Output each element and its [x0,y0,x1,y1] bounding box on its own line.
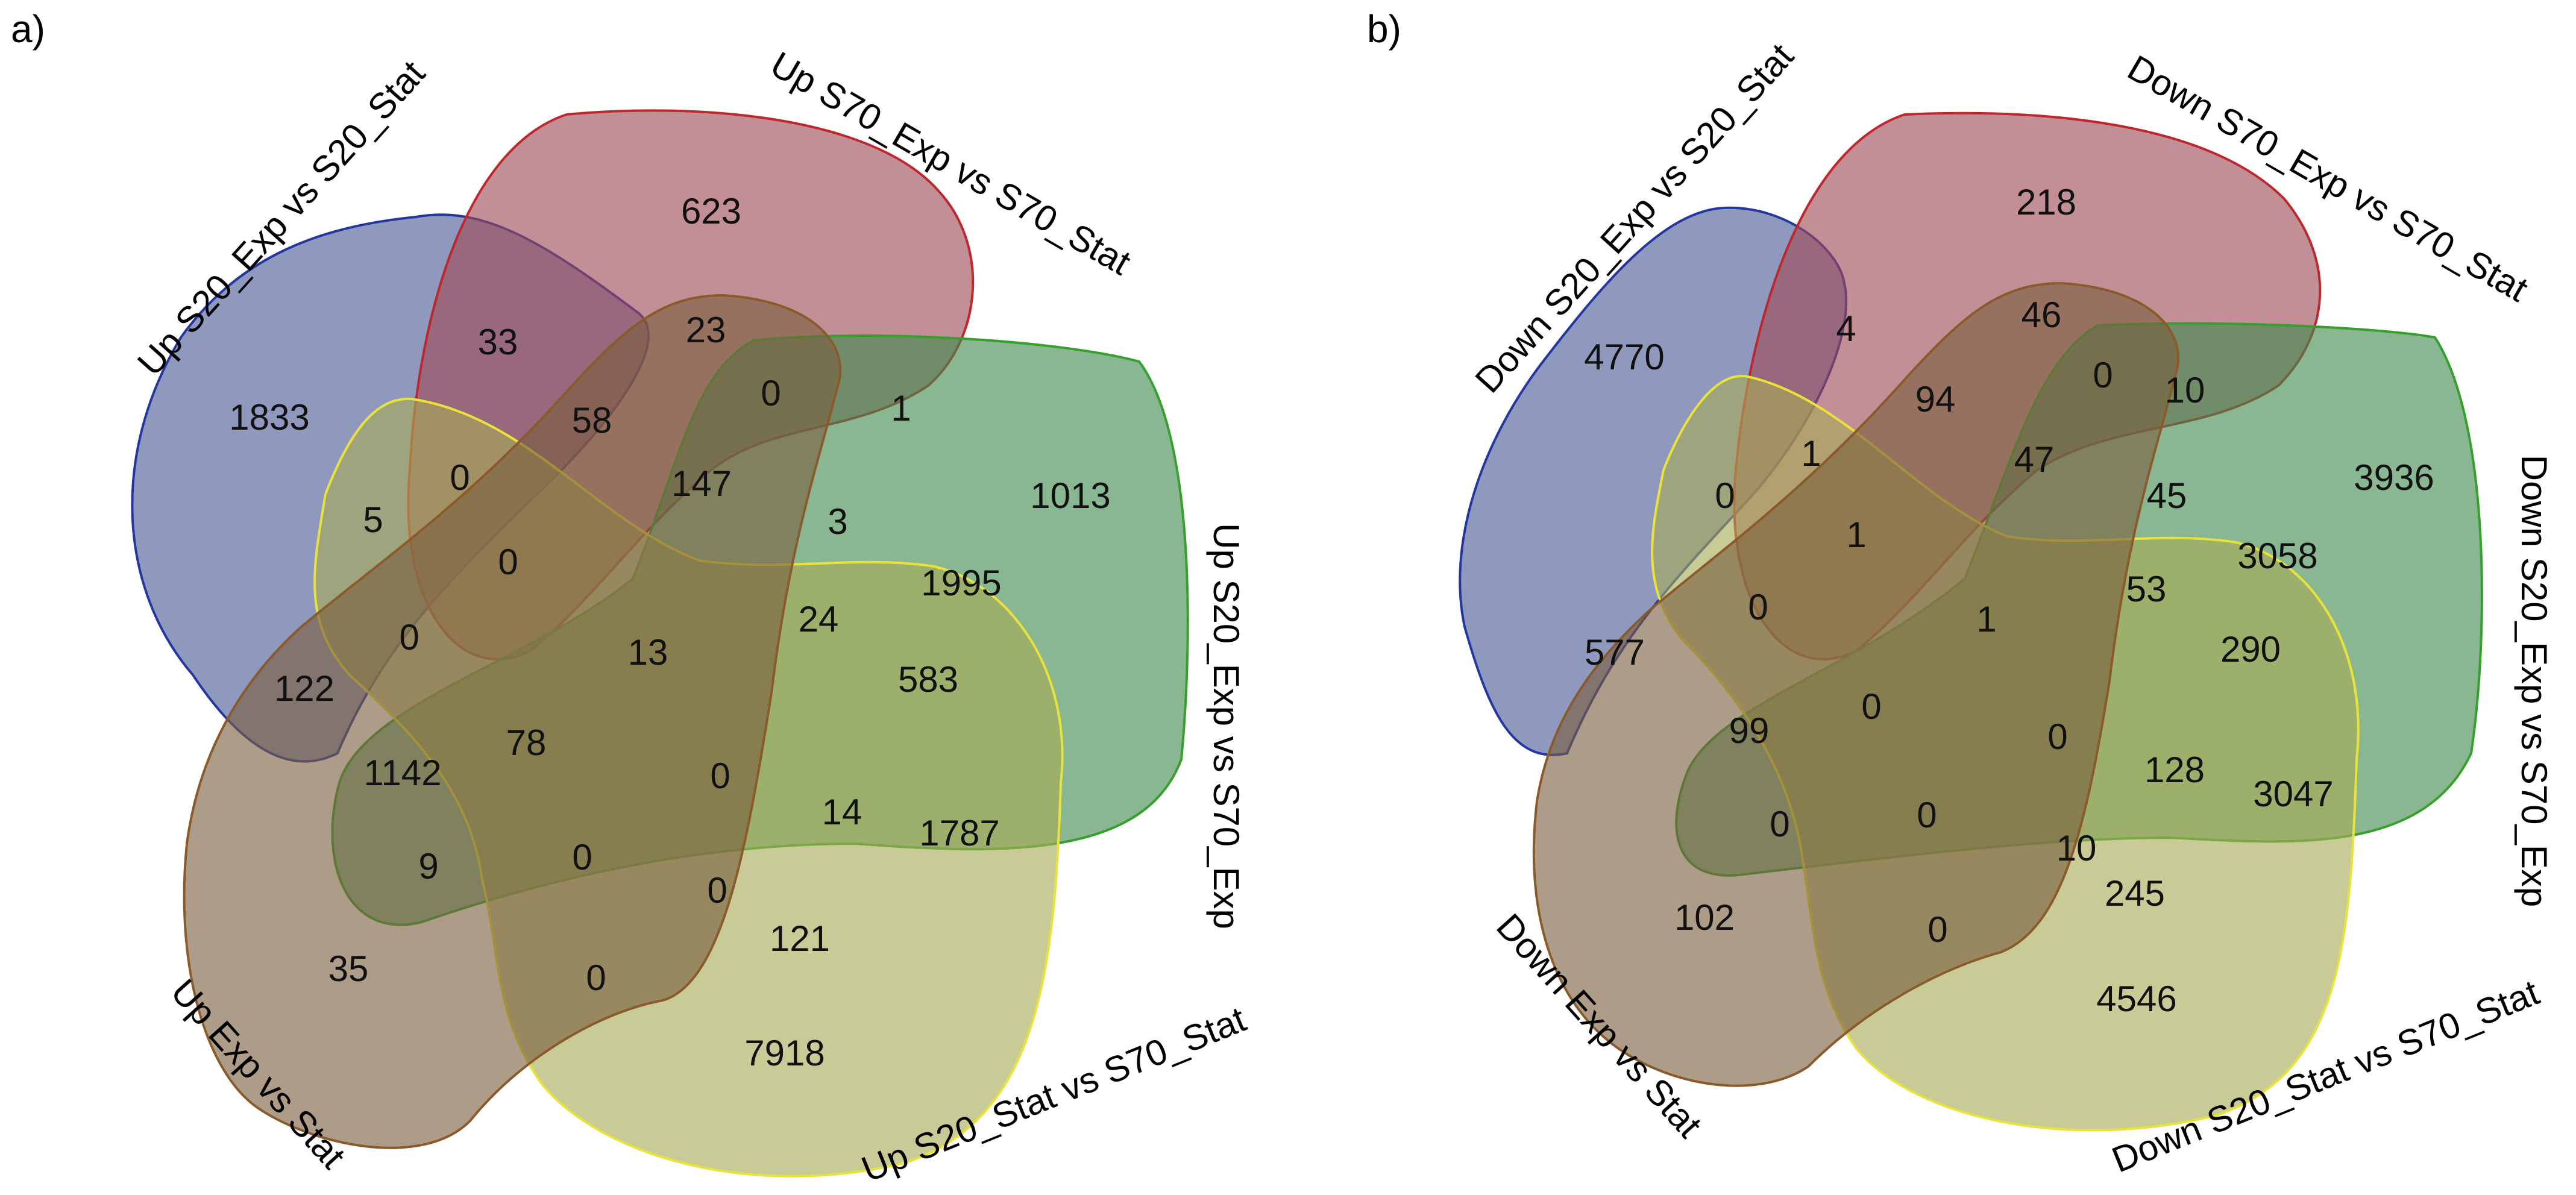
count-b-6: 10 [2165,370,2205,410]
set-blob-b-brown [1533,281,2180,1087]
count-b-13: 1 [1846,515,1866,555]
count-a-20: 1142 [363,753,441,793]
count-a-29: 0 [586,958,606,998]
count-b-29: 0 [1927,909,1947,950]
count-b-7: 1 [1801,433,1821,474]
count-a-3: 1833 [229,397,309,438]
count-b-15: 1 [1976,599,1996,639]
count-b-18: 577 [1585,632,1645,673]
count-b-12: 3058 [2237,536,2317,576]
panel-label-a: a) [11,7,45,51]
count-b-14: 53 [2126,569,2167,609]
count-a-16: 13 [628,632,668,673]
count-a-4: 58 [572,400,612,441]
count-a-10: 5 [363,500,383,540]
count-a-0: 623 [681,191,741,231]
count-a-21: 0 [710,756,730,796]
count-b-2: 46 [2022,295,2062,335]
count-a-15: 583 [898,659,958,700]
count-a-11: 3 [828,501,847,542]
count-b-30: 4546 [2096,979,2176,1019]
count-a-23: 1787 [919,813,999,853]
count-b-20: 0 [1861,686,1881,727]
count-b-16: 290 [2220,629,2281,670]
count-b-24: 0 [1770,804,1789,844]
count-b-17: 0 [1748,587,1768,627]
count-a-5: 0 [761,373,781,413]
count-a-22: 14 [822,792,862,832]
count-a-8: 147 [671,463,732,504]
count-a-14: 24 [799,599,839,639]
count-a-30: 7918 [744,1033,825,1073]
count-b-3: 4770 [1584,337,1664,377]
count-a-12: 1995 [921,563,1001,603]
count-a-9: 0 [450,457,470,498]
count-a-7: 1013 [1030,475,1110,516]
count-a-26: 0 [707,870,727,911]
count-b-25: 0 [1917,795,1937,835]
set-label-b-green: Down S20_Exp vs S70_Exp [2514,455,2554,907]
count-b-11: 0 [1715,475,1735,516]
count-a-19: 78 [506,723,547,763]
count-b-9: 3936 [2354,457,2434,498]
count-b-10: 45 [2147,475,2187,516]
count-b-26: 10 [2056,828,2097,868]
count-a-18: 122 [274,668,335,709]
count-b-4: 94 [1915,379,1956,419]
count-a-24: 9 [418,846,438,886]
count-a-1: 33 [478,322,518,362]
count-b-1: 4 [1836,309,1856,349]
set-label-a-green: Up S20_Exp vs S70_Exp [1206,523,1246,929]
count-a-17: 0 [399,617,419,657]
count-b-22: 128 [2144,750,2205,790]
set-blob-a-brown [183,293,842,1149]
count-a-28: 35 [328,949,369,989]
count-b-0: 218 [2016,182,2076,222]
venn-panel-a: a) Up S20_Exp vs S20_Stat Up S70_Exp vs … [11,7,1252,1190]
count-a-13: 0 [498,542,518,582]
count-a-2: 23 [686,310,726,350]
count-a-25: 0 [572,837,592,877]
count-b-5: 0 [2093,355,2113,395]
count-a-6: 1 [891,388,911,428]
count-b-8: 47 [2014,439,2055,480]
venn-panel-b: b) Down S20_Exp vs S20_Stat Down S70_Exp… [1367,7,2554,1181]
count-a-27: 121 [770,918,830,959]
count-b-21: 0 [2047,717,2067,757]
count-b-28: 102 [1674,897,1735,938]
count-b-19: 99 [1729,710,1770,751]
panel-label-b: b) [1367,7,1401,51]
count-b-27: 245 [2105,873,2165,914]
count-b-23: 3047 [2253,774,2333,814]
